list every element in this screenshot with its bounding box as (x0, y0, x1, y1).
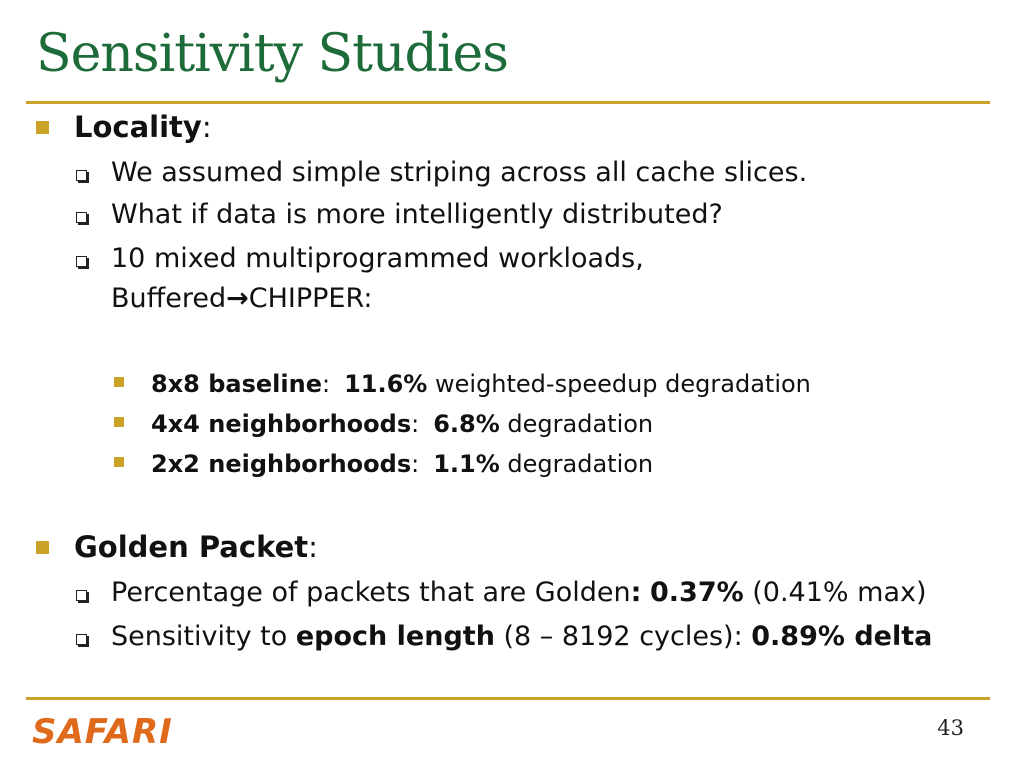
level2-bullet-icon (76, 634, 87, 645)
top-divider (26, 101, 990, 104)
result-desc: degradation (507, 450, 654, 478)
page-number: 43 (937, 716, 964, 740)
result-sep: : (411, 450, 420, 478)
result-value: 11.6% (344, 370, 428, 398)
result-value: 6.8% (433, 410, 500, 438)
result-sep: : (322, 370, 331, 398)
golden-sens-range: (8 – 8192 cycles): (503, 621, 743, 652)
locality-colon: : (201, 110, 212, 144)
result-row: 2x2 neighborhoods: 1.1% degradation (151, 450, 653, 478)
result-row: 8x8 baseline: 11.6% weighted-speedup degr… (151, 370, 811, 398)
result-value: 1.1% (433, 450, 500, 478)
level3-bullet-icon (114, 417, 124, 427)
golden-sens-bold: epoch length (295, 621, 495, 652)
result-label: 8x8 baseline (151, 370, 322, 398)
result-desc: weighted-speedup degradation (435, 370, 811, 398)
golden-pct-max: (0.41% max) (752, 577, 927, 608)
level3-bullet-icon (114, 377, 124, 387)
level1-bullet-icon (36, 121, 49, 134)
workloads-line-1: 10 mixed multiprogrammed workloads, (111, 243, 644, 274)
golden-heading: Golden Packet (74, 530, 309, 564)
slide-title: Sensitivity Studies (36, 24, 509, 84)
result-label: 2x2 neighborhoods (151, 450, 412, 478)
level3-bullet-icon (114, 457, 124, 467)
golden-colon: : (308, 530, 318, 564)
result-sep: : (411, 410, 420, 438)
workloads-from: Buffered (111, 283, 227, 314)
workloads-line-2: Buffered→CHIPPER: (111, 283, 373, 314)
level2-bullet-icon (76, 590, 87, 601)
golden-pct-sep: : (630, 577, 642, 608)
level2-bullet-icon (76, 170, 87, 181)
golden-sens-value: 0.89% delta (751, 621, 933, 652)
golden-sens-text: Sensitivity to (111, 621, 288, 652)
level1-bullet-icon (36, 541, 49, 554)
golden-percentage-line: Percentage of packets that are Golden: 0… (111, 577, 927, 608)
golden-heading-line: Golden Packet: (74, 530, 318, 564)
result-row: 4x4 neighborhoods: 6.8% degradation (151, 410, 653, 438)
bottom-divider (26, 697, 990, 700)
workloads-to: CHIPPER: (248, 283, 373, 314)
level2-bullet-icon (76, 212, 87, 223)
result-desc: degradation (507, 410, 654, 438)
locality-item: We assumed simple striping across all ca… (111, 157, 808, 188)
level2-bullet-icon (76, 256, 87, 267)
right-arrow-icon: → (226, 283, 249, 314)
safari-logo: SAFARI (32, 712, 173, 752)
locality-heading: Locality (74, 110, 202, 144)
result-label: 4x4 neighborhoods (151, 410, 412, 438)
golden-pct-text: Percentage of packets that are Golden (111, 577, 631, 608)
locality-item: What if data is more intelligently distr… (111, 199, 723, 230)
golden-sensitivity-line: Sensitivity to epoch length (8 – 8192 cy… (111, 621, 932, 652)
locality-heading-line: Locality: (74, 110, 212, 144)
golden-pct-value: 0.37% (650, 577, 744, 608)
